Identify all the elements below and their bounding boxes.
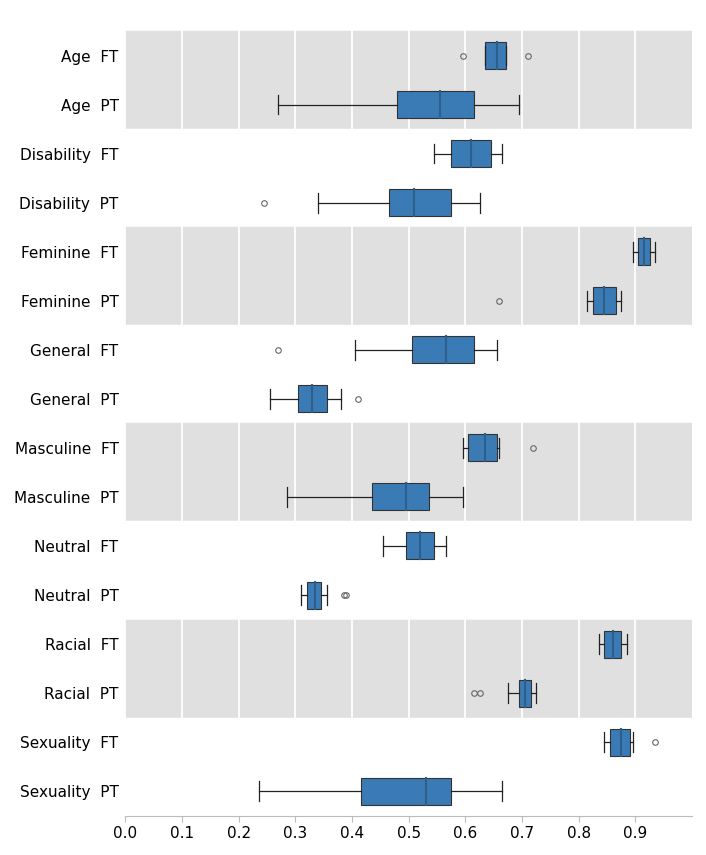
FancyBboxPatch shape — [406, 533, 434, 559]
FancyBboxPatch shape — [372, 483, 429, 510]
Bar — [126, 767, 692, 816]
FancyBboxPatch shape — [361, 778, 451, 805]
FancyBboxPatch shape — [389, 189, 451, 216]
Bar — [126, 717, 692, 767]
FancyBboxPatch shape — [485, 42, 506, 69]
FancyBboxPatch shape — [610, 728, 630, 756]
Bar — [126, 325, 692, 374]
Bar — [126, 276, 692, 325]
Bar — [126, 31, 692, 80]
FancyBboxPatch shape — [468, 434, 496, 462]
FancyBboxPatch shape — [638, 239, 650, 265]
FancyBboxPatch shape — [307, 581, 321, 609]
Bar — [126, 522, 692, 570]
FancyBboxPatch shape — [412, 336, 474, 363]
Bar — [126, 178, 692, 227]
Bar — [126, 227, 692, 276]
Bar — [126, 669, 692, 717]
FancyBboxPatch shape — [593, 287, 616, 315]
Bar — [126, 129, 692, 178]
FancyBboxPatch shape — [520, 680, 531, 706]
Bar — [126, 473, 692, 522]
FancyBboxPatch shape — [451, 140, 491, 167]
Bar — [126, 620, 692, 669]
FancyBboxPatch shape — [604, 631, 621, 657]
FancyBboxPatch shape — [299, 386, 327, 412]
Bar — [126, 374, 692, 423]
Bar — [126, 80, 692, 129]
Bar — [126, 570, 692, 620]
FancyBboxPatch shape — [397, 91, 474, 118]
Bar — [126, 423, 692, 473]
